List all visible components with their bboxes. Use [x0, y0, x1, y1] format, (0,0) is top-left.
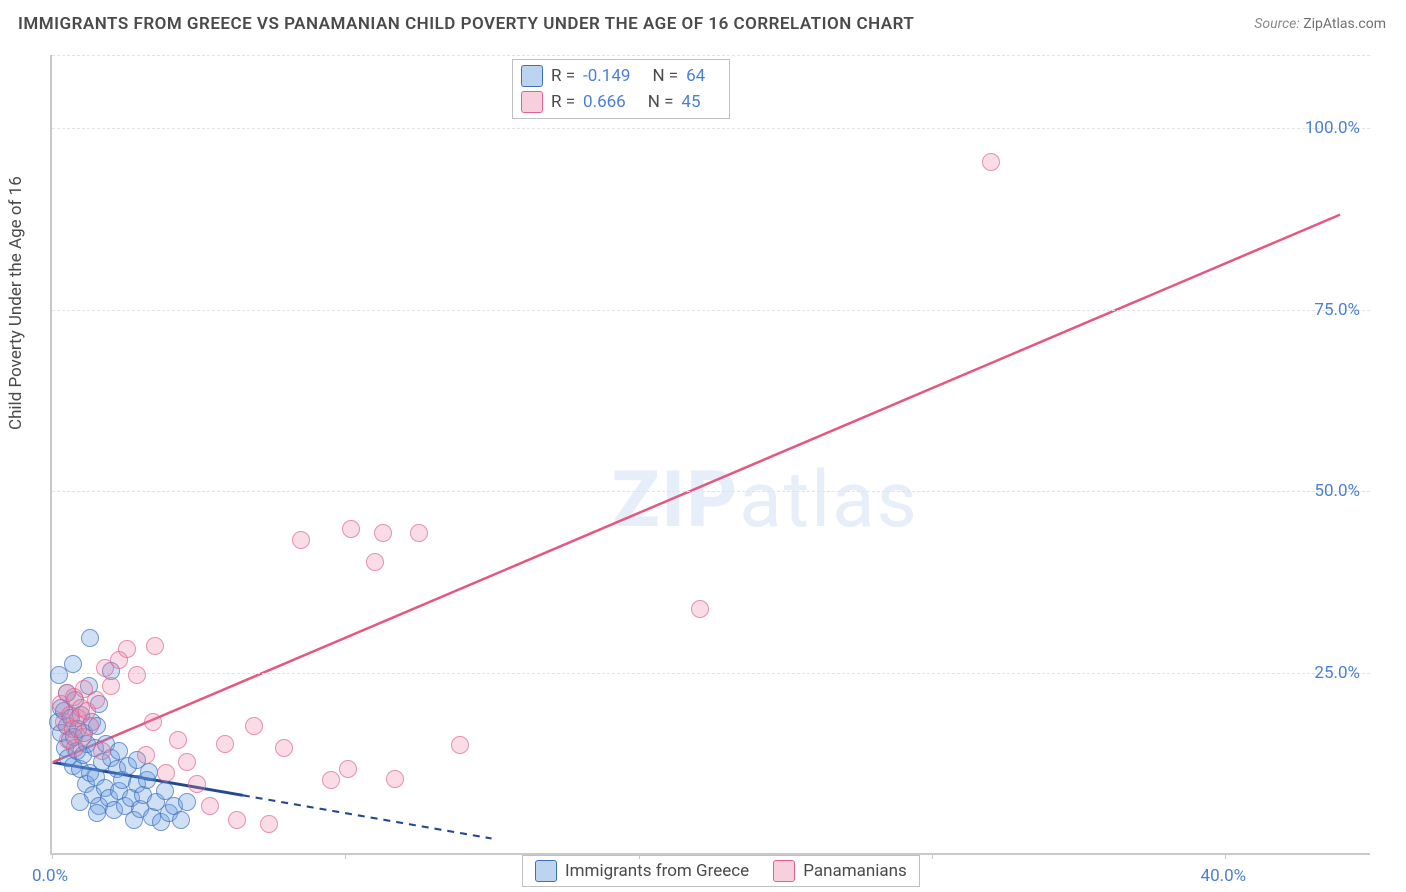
- series-legend: Immigrants from Greece Panamanians: [522, 855, 920, 887]
- data-point: [157, 764, 175, 782]
- source-attribution: Source: ZipAtlas.com: [1254, 16, 1386, 32]
- legend-n-label: N =: [648, 92, 674, 112]
- data-point: [178, 793, 196, 811]
- data-point: [342, 520, 360, 538]
- data-point: [87, 691, 105, 709]
- x-tick: [52, 853, 53, 859]
- data-point: [169, 731, 187, 749]
- data-point: [410, 524, 428, 542]
- data-point: [102, 677, 120, 695]
- trend-line-extrapolated: [243, 795, 492, 838]
- legend-label: Immigrants from Greece: [565, 861, 749, 881]
- y-tick-label: 100.0%: [1305, 118, 1360, 138]
- data-point: [137, 746, 155, 764]
- gridline: [52, 491, 1370, 492]
- data-point: [322, 771, 340, 789]
- data-point: [88, 804, 106, 822]
- x-tick: [932, 853, 933, 859]
- legend-r-value: -0.149: [583, 66, 630, 86]
- correlation-legend: R =-0.149N =64R =0.666N =45: [512, 59, 730, 119]
- watermark: ZIPatlas: [612, 455, 919, 546]
- data-point: [260, 815, 278, 833]
- data-point: [366, 553, 384, 571]
- data-point: [339, 760, 357, 778]
- gridline: [52, 55, 1370, 56]
- data-point: [140, 763, 158, 781]
- data-point: [275, 739, 293, 757]
- data-point: [93, 742, 111, 760]
- chart-plot-area: ZIPatlas R =-0.149N =64R =0.666N =45 Imm…: [50, 55, 1370, 855]
- legend-swatch: [521, 91, 543, 113]
- data-point: [64, 655, 82, 673]
- legend-r-label: R =: [551, 66, 575, 86]
- gridline: [52, 310, 1370, 311]
- watermark-left: ZIP: [612, 455, 739, 546]
- source-value: ZipAtlas.com: [1303, 16, 1386, 32]
- legend-n-value: 45: [681, 92, 700, 112]
- data-point: [144, 713, 162, 731]
- legend-r-label: R =: [551, 92, 575, 112]
- x-tick-label: 0.0%: [32, 866, 68, 886]
- data-point: [374, 524, 392, 542]
- data-point: [691, 600, 709, 618]
- data-point: [188, 775, 206, 793]
- legend-row: R = 0.666 N = 45: [521, 89, 719, 115]
- x-tick-label: 40.0%: [1201, 866, 1247, 886]
- data-point: [128, 666, 146, 684]
- data-point: [245, 717, 263, 735]
- x-tick: [1225, 853, 1226, 859]
- legend-row: R = -0.149 N = 64: [521, 63, 719, 89]
- y-tick-label: 25.0%: [1314, 663, 1360, 683]
- data-point: [228, 811, 246, 829]
- data-point: [982, 153, 1000, 171]
- legend-label: Panamanians: [803, 861, 907, 881]
- legend-item: Immigrants from Greece: [535, 860, 749, 882]
- gridline: [52, 128, 1370, 129]
- data-point: [71, 793, 89, 811]
- y-tick-label: 75.0%: [1314, 300, 1360, 320]
- data-point: [451, 736, 469, 754]
- legend-swatch: [773, 860, 795, 882]
- data-point: [81, 629, 99, 647]
- data-point: [81, 717, 99, 735]
- data-point: [110, 742, 128, 760]
- data-point: [146, 637, 164, 655]
- data-point: [178, 753, 196, 771]
- legend-r-value: 0.666: [583, 92, 626, 112]
- x-tick: [639, 853, 640, 859]
- y-tick-label: 50.0%: [1314, 481, 1360, 501]
- data-point: [386, 770, 404, 788]
- chart-title: IMMIGRANTS FROM GREECE VS PANAMANIAN CHI…: [18, 14, 914, 34]
- gridline: [52, 673, 1370, 674]
- data-point: [292, 531, 310, 549]
- legend-swatch: [535, 860, 557, 882]
- x-tick: [345, 853, 346, 859]
- data-point: [201, 797, 219, 815]
- legend-n-label: N =: [652, 66, 678, 86]
- y-axis-label: Child Poverty Under the Age of 16: [6, 176, 26, 430]
- source-label: Source:: [1254, 16, 1299, 32]
- trend-line: [53, 215, 1340, 763]
- legend-swatch: [521, 65, 543, 87]
- data-point: [118, 640, 136, 658]
- legend-item: Panamanians: [773, 860, 907, 882]
- data-point: [172, 811, 190, 829]
- data-point: [216, 735, 234, 753]
- legend-n-value: 64: [686, 66, 705, 86]
- watermark-right: atlas: [739, 455, 919, 546]
